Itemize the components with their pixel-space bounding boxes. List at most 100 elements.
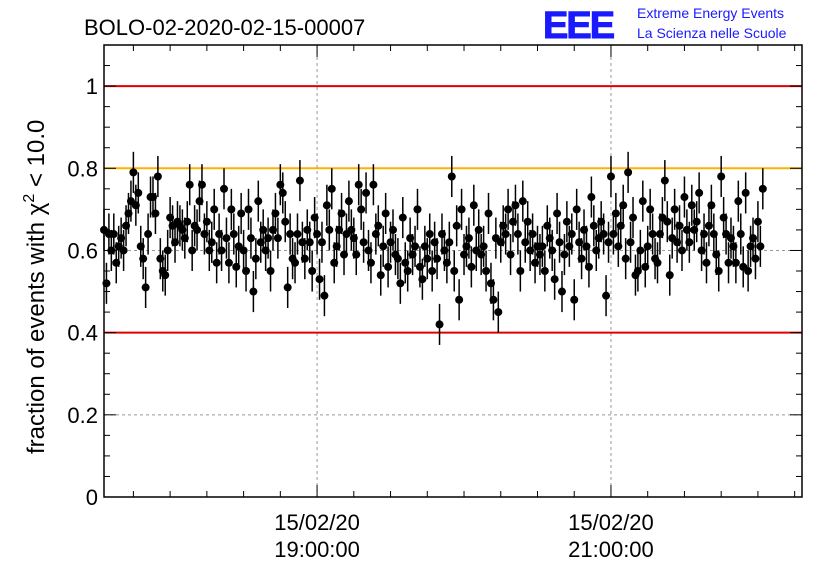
data-point — [291, 258, 300, 267]
data-point — [665, 271, 674, 280]
plot-area — [100, 44, 803, 498]
data-point — [286, 230, 295, 239]
data-point — [570, 295, 579, 304]
data-point — [129, 168, 138, 177]
data-point — [220, 184, 229, 193]
data-point — [185, 180, 194, 189]
data-point — [134, 188, 143, 197]
data-point — [396, 279, 405, 288]
y-tick-label: 0.8 — [67, 156, 98, 181]
data-point — [153, 172, 162, 181]
data-point — [604, 238, 613, 247]
data-point — [293, 230, 302, 239]
data-point — [320, 291, 329, 300]
data-point — [567, 230, 576, 239]
logo-line-1: Extreme Energy Events — [637, 5, 784, 21]
data-point — [197, 180, 206, 189]
data-point — [700, 230, 709, 239]
data-point — [278, 188, 287, 197]
data-point — [555, 238, 564, 247]
data-point — [550, 275, 559, 284]
eee-logo-letters: EEE — [543, 5, 614, 47]
data-point — [354, 180, 363, 189]
data-point — [518, 197, 527, 206]
data-point — [538, 242, 547, 251]
data-point — [325, 225, 334, 234]
data-point — [193, 225, 202, 234]
data-point — [577, 254, 586, 263]
x-tick-label-time: 19:00:00 — [274, 537, 360, 562]
data-point — [362, 188, 371, 197]
data-point — [244, 205, 253, 214]
data-point — [281, 217, 290, 226]
data-point — [629, 213, 638, 222]
data-point — [643, 242, 652, 251]
data-point — [445, 238, 454, 247]
data-point — [188, 246, 197, 255]
data-point — [560, 250, 569, 259]
data-point — [308, 267, 317, 275]
data-point — [433, 254, 442, 263]
data-point — [482, 267, 491, 275]
data-point — [251, 254, 260, 263]
data-point — [344, 197, 353, 206]
data-point — [513, 230, 522, 239]
data-point — [207, 238, 216, 247]
data-point — [758, 184, 767, 193]
data-point — [619, 201, 628, 210]
data-point — [242, 267, 251, 275]
data-point — [589, 221, 598, 230]
data-point — [376, 271, 385, 280]
data-point — [217, 246, 226, 255]
data-point — [210, 205, 219, 214]
x-tick-label-date: 15/02/20 — [568, 510, 654, 535]
data-point — [680, 193, 689, 202]
data-point — [516, 267, 525, 275]
data-point — [553, 209, 562, 218]
data-point — [423, 254, 432, 263]
eee-logo: EEE Extreme Energy Events La Scienza nel… — [543, 5, 787, 48]
y-tick-label: 0.2 — [67, 403, 98, 428]
data-points — [100, 151, 767, 345]
data-point — [452, 221, 461, 230]
data-point — [464, 234, 473, 243]
data-point — [687, 201, 696, 210]
x-tick-label-date: 15/02/20 — [274, 510, 360, 535]
data-point — [548, 246, 557, 255]
data-point — [249, 287, 258, 296]
y-tick-label: 0.6 — [67, 238, 98, 263]
data-point — [374, 221, 383, 230]
data-point — [183, 217, 192, 226]
y-tick-label: 0 — [86, 485, 98, 510]
data-point — [144, 230, 153, 239]
data-point — [357, 205, 366, 214]
data-point — [663, 217, 672, 226]
data-point — [692, 217, 701, 226]
data-point — [751, 254, 760, 263]
data-point — [202, 217, 211, 226]
axis-ticks — [104, 44, 802, 498]
data-point — [469, 201, 478, 210]
data-point — [237, 209, 246, 218]
data-point — [141, 283, 150, 292]
data-point — [418, 275, 427, 284]
data-point — [388, 225, 397, 234]
data-point — [295, 176, 304, 185]
data-point — [455, 295, 464, 304]
data-point — [161, 271, 170, 280]
data-point — [315, 275, 324, 284]
data-point — [313, 230, 322, 239]
data-point — [305, 238, 314, 247]
data-point — [119, 246, 128, 255]
y-tick-label: 1 — [86, 74, 98, 99]
data-point — [756, 242, 765, 251]
data-point — [602, 291, 611, 300]
data-point — [646, 205, 655, 214]
y-axis-title: fraction of events with χ2 < 10.0 — [21, 120, 50, 454]
data-point — [403, 267, 412, 275]
data-point — [626, 238, 635, 247]
data-point — [151, 209, 160, 218]
data-point — [246, 234, 255, 243]
y-tick-labels: 0 0.2 0.4 0.6 0.8 1 — [67, 74, 98, 510]
